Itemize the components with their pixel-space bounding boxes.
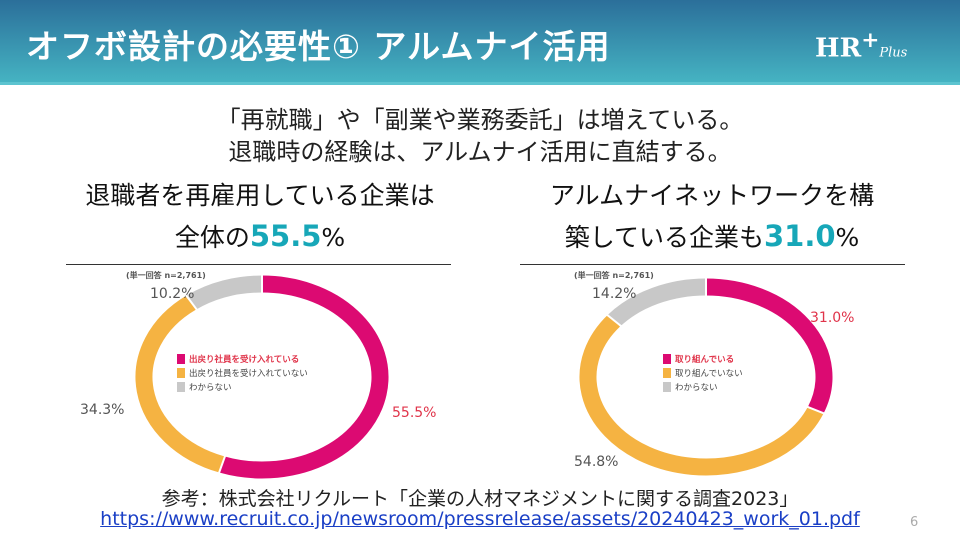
donut-segment-1 [579,314,824,476]
right-chart-note: (単一回答 n=2,761) [574,271,654,280]
legend-label-1: 取り組んでいない [675,368,743,379]
segment-separator [606,314,622,327]
legend-label-2: わからない [675,383,718,393]
legend-label-1: 出戻り社員を受け入れていない [189,368,308,379]
legend-swatch-1 [177,368,185,378]
slide-title: オフボ設計の必要性① アルムナイ活用 [26,27,611,66]
left-heading: 退職者を再雇用している企業は 全体の55.5% [85,181,435,253]
value-label-2: 14.2% [592,286,636,302]
lead-line-2: 退職時の経験は、アルムナイ活用に直結する。 [228,138,732,166]
donut-segment-0 [219,275,389,479]
right-heading: アルムナイネットワークを構 築している企業も31.0% [549,181,875,253]
left-divider [66,264,451,265]
right-divider [520,264,905,265]
segment-separator [185,294,198,311]
value-label-0: 31.0% [810,310,854,326]
legend-swatch-0 [663,354,671,364]
segment-separator [806,405,825,415]
legend-label-0: 取り組んでいる [675,354,734,365]
header-bar: オフボ設計の必要性① アルムナイ活用 HR+Plus [0,0,960,85]
segment-separator [218,455,227,474]
lead-line-1: 「再就職」や「副業や業務委託」は増えている。 [216,106,744,134]
left-highlight-value: 55.5 [249,219,322,253]
value-label-1: 34.3% [80,402,124,418]
legend-label-0: 出戻り社員を受け入れている [189,354,299,365]
left-chart-note: (単一回答 n=2,761) [126,271,206,280]
legend-swatch-2 [177,382,185,392]
value-label-0: 55.5% [392,405,436,421]
legend-label-2: わからない [189,383,232,393]
right-highlight-value: 31.0 [763,219,836,253]
legend-swatch-0 [177,354,185,364]
value-label-1: 54.8% [574,454,618,470]
value-label-2: 10.2% [150,286,194,302]
donut-segment-0 [705,278,833,415]
donut-segment-2 [187,275,263,310]
hrplus-logo: HR+Plus [815,28,908,64]
donut-segment-2 [608,278,707,327]
donut-segment-1 [135,295,225,473]
page-number: 6 [910,515,919,530]
source-text: 参考：株式会社リクルート「企業の人材マネジメントに関する調査2023」 [161,488,799,510]
legend-swatch-1 [663,368,671,378]
source-link[interactable]: https://www.recruit.co.jp/newsroom/press… [100,508,860,530]
legend-swatch-2 [663,382,671,392]
